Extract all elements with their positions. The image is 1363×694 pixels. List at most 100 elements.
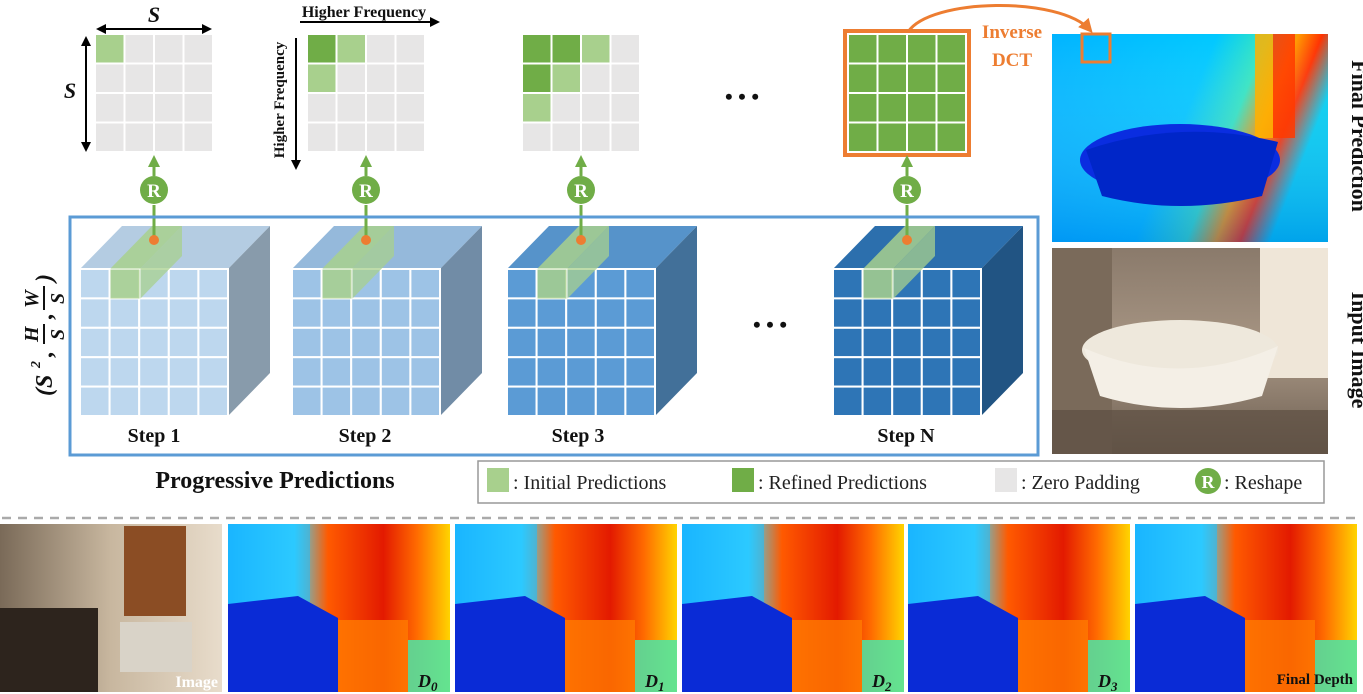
depth-map-d0: [228, 524, 450, 692]
caption-d3: D3: [1097, 671, 1118, 694]
depth-map-d3: [908, 524, 1130, 692]
grid-cell: [306, 62, 338, 94]
step-3-label: Step 3: [552, 425, 605, 447]
legend-refined-label: : Refined Predictions: [758, 472, 927, 494]
grid-cell: [335, 62, 367, 94]
cube-cell: [565, 356, 597, 388]
cube-cell: [138, 326, 170, 359]
cube-cell: [409, 326, 441, 359]
grid-cell: [394, 33, 426, 65]
cube-cell: [291, 356, 323, 388]
s-label-top: S: [148, 2, 160, 27]
cube-cell: [535, 326, 568, 359]
final-prediction-patch: [1080, 32, 1112, 64]
cube-cell: [197, 297, 229, 329]
legend-zero-swatch: [995, 468, 1017, 492]
grid-cell: [335, 92, 367, 124]
cube-cell: [565, 326, 597, 359]
reshape-badge-circle: [567, 176, 595, 204]
depth-wall: [908, 524, 990, 604]
cube-cell: [79, 385, 111, 418]
cube-cell: [891, 297, 923, 329]
cube-step-2: [291, 226, 482, 418]
cube-cell: [320, 297, 353, 329]
reshape-badge-letter: R: [147, 181, 161, 202]
input-image-label: Input Image: [1347, 292, 1363, 409]
cube-cell: [167, 326, 200, 359]
cube-cell: [920, 356, 953, 388]
inverse-dct-arrow: [906, 4, 1093, 33]
depth-desk: [1135, 596, 1245, 692]
cube-cell: [79, 297, 111, 329]
cube-cell: [832, 385, 864, 418]
grid-cell: [580, 62, 612, 94]
reshape-source-dot: [576, 235, 586, 245]
grid-cell: [521, 121, 553, 153]
cube-cell: [861, 326, 894, 359]
grid-cell: [394, 92, 426, 124]
depth-map-d1: [455, 524, 677, 692]
grid-cell: [153, 121, 185, 153]
cube-cell: [108, 326, 141, 359]
grid-cell: [609, 62, 641, 94]
cube-cell: [565, 297, 597, 329]
grid-cell: [153, 62, 185, 94]
grid-cell: [847, 121, 879, 153]
cube-cell: [167, 268, 200, 300]
cube-cell: [320, 326, 353, 359]
depth-radiator: [1245, 620, 1315, 692]
depth-wall: [1135, 524, 1217, 604]
reshape-source-dot: [902, 235, 912, 245]
cube-cell: [79, 268, 111, 300]
cube-slab-side: [140, 226, 182, 299]
cube-cell: [950, 326, 983, 359]
cube-cell: [832, 356, 864, 388]
cube-cell: [950, 268, 983, 300]
grid-cell: [94, 92, 126, 124]
caption-d2: D2: [871, 671, 892, 694]
grid-cell: [906, 33, 938, 65]
cube-cell: [138, 356, 170, 388]
grid-cell: [847, 33, 879, 65]
cube-cell: [108, 297, 141, 329]
grid-cell: [394, 62, 426, 94]
progressive-predictions-label: Progressive Predictions: [155, 468, 394, 494]
grid-cell: [365, 92, 397, 124]
cube-slab-side: [352, 226, 394, 299]
grid-cell: [306, 121, 338, 153]
cube-cell: [535, 297, 568, 329]
grid-cell: [935, 121, 967, 153]
grid-cell: [580, 121, 612, 153]
cube-cell: [594, 326, 627, 359]
cube-cell: [138, 297, 170, 329]
ellipsis-top: • • •: [725, 84, 759, 109]
cube-step-1: [79, 226, 270, 418]
grid-cell: [365, 33, 397, 65]
grid-step-3: [521, 33, 641, 153]
cube-cell: [79, 326, 111, 359]
cube-cell: [291, 326, 323, 359]
depth-floor: [862, 640, 904, 692]
cube-slab-top: [863, 226, 935, 269]
legend-box: [477, 460, 1325, 504]
reshape-badge-letter: R: [900, 181, 914, 202]
reshape-badge-circle: [140, 176, 168, 204]
grid-cell: [182, 92, 214, 124]
cube-cell: [891, 356, 923, 388]
cube-cell: [379, 385, 412, 418]
cube-cell: [167, 297, 200, 329]
legend-initial-swatch: [487, 468, 509, 492]
grid-cell: [123, 121, 155, 153]
depth-radiator: [565, 620, 635, 692]
grid-cell: [580, 92, 612, 124]
cube-slab-top: [537, 226, 609, 269]
grid-cell: [550, 62, 582, 94]
grid-cell: [94, 62, 126, 94]
cube-cell: [108, 385, 141, 418]
grid-cell: [182, 62, 214, 94]
grid-cell: [182, 121, 214, 153]
depth-desk: [228, 596, 338, 692]
cube-cell: [167, 385, 200, 418]
grid-step-n: [847, 33, 967, 153]
cube-slab-side: [893, 226, 935, 299]
